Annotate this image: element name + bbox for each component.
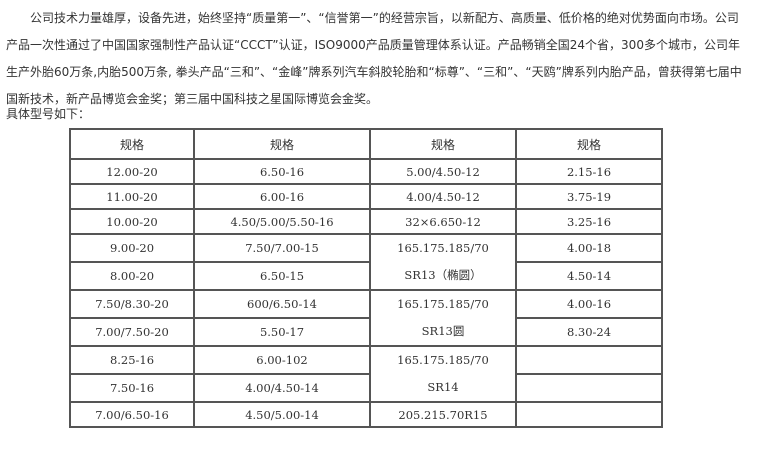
models-lead: 具体型号如下： bbox=[6, 107, 91, 121]
table-cell: 6.50-15 bbox=[193, 261, 371, 291]
column-header: 规格 bbox=[369, 128, 517, 160]
table-cell: 7.00/6.50-16 bbox=[69, 401, 195, 428]
table-cell bbox=[515, 401, 663, 428]
table-cell: 12.00-20 bbox=[69, 158, 195, 185]
table-cell: 6.00-102 bbox=[193, 345, 371, 375]
cell-line: SR14 bbox=[427, 380, 459, 394]
table-cell: 6.00-16 bbox=[193, 183, 371, 210]
table-row: 12.00-20 6.50-16 5.00/4.50-12 2.15-16 bbox=[69, 158, 663, 185]
table-cell: 7.50/8.30-20 bbox=[69, 289, 195, 319]
table-row: 11.00-20 6.00-16 4.00/4.50-12 3.75-19 bbox=[69, 183, 663, 210]
table-cell bbox=[515, 345, 663, 375]
column-header: 规格 bbox=[193, 128, 371, 160]
merged-cell: 165.175.185/70 SR14 bbox=[369, 345, 517, 403]
cell-line: 165.175.185/70 bbox=[397, 241, 489, 255]
table-cell: 8.30-24 bbox=[515, 317, 663, 347]
cell-line: SR13（椭圆） bbox=[404, 268, 482, 282]
table-cell: 4.50/5.00/5.50-16 bbox=[193, 208, 371, 235]
table-cell: 4.00-16 bbox=[515, 289, 663, 319]
column-header: 规格 bbox=[69, 128, 195, 160]
table-cell: 11.00-20 bbox=[69, 183, 195, 210]
table-cell: 3.75-19 bbox=[515, 183, 663, 210]
table-cell: 2.15-16 bbox=[515, 158, 663, 185]
cell-line: SR13圆 bbox=[421, 324, 465, 338]
table-cell: 6.50-16 bbox=[193, 158, 371, 185]
merged-cell: 165.175.185/70 SR13（椭圆） bbox=[369, 233, 517, 291]
table-cell: 7.50/7.00-15 bbox=[193, 233, 371, 263]
table-cell: 4.00/4.50-14 bbox=[193, 373, 371, 403]
column-header: 规格 bbox=[515, 128, 663, 160]
table-cell: 32×6.650-12 bbox=[369, 208, 517, 235]
table-cell: 4.00-18 bbox=[515, 233, 663, 263]
table-cell: 10.00-20 bbox=[69, 208, 195, 235]
table-row: 7.00/7.50-20 5.50-17 8.30-24 bbox=[69, 317, 663, 347]
table-row: 7.50/8.30-20 600/6.50-14 165.175.185/70 SR1… bbox=[69, 289, 663, 347]
header-row: 规格 规格 规格 规格 bbox=[69, 128, 663, 160]
table-cell: 3.25-16 bbox=[515, 208, 663, 235]
table-row: 10.00-20 4.50/5.00/5.50-16 32×6.650-12 3.25… bbox=[69, 208, 663, 235]
spec-table: 规格 规格 规格 规格 12.00-20 6.50-16 5.00/4.50-12 2.15-… bbox=[69, 128, 663, 428]
company-intro: 公司技术力量雄厚，设备先进，始终坚持“质量第一”、“信誉第一”的经营宗旨，以新配… bbox=[6, 11, 742, 106]
table-cell: 8.25-16 bbox=[69, 345, 195, 375]
table-cell: 5.00/4.50-12 bbox=[369, 158, 517, 185]
cell-line: 165.175.185/70 bbox=[397, 297, 489, 311]
table-cell: 7.50-16 bbox=[69, 373, 195, 403]
table-cell: 7.00/7.50-20 bbox=[69, 317, 195, 347]
table-cell: 8.00-20 bbox=[69, 261, 195, 291]
table-cell: 4.50/5.00-14 bbox=[193, 401, 371, 428]
table-row: 9.00-20 7.50/7.00-15 165.175.185/70 SR13（椭圆… bbox=[69, 233, 663, 291]
table-cell: 4.00/4.50-12 bbox=[369, 183, 517, 210]
table-row: 8.00-20 6.50-15 4.50-14 bbox=[69, 261, 663, 291]
table-cell: 600/6.50-14 bbox=[193, 289, 371, 319]
table-cell bbox=[515, 373, 663, 403]
merged-cell: 165.175.185/70 SR13圆 bbox=[369, 289, 517, 347]
cell-line: 165.175.185/70 bbox=[397, 353, 489, 367]
table-row: 8.25-16 6.00-102 165.175.185/70 SR14 bbox=[69, 345, 663, 403]
table-cell: 9.00-20 bbox=[69, 233, 195, 263]
table-row: 7.50-16 4.00/4.50-14 bbox=[69, 373, 663, 403]
table-cell: 4.50-14 bbox=[515, 261, 663, 291]
table-cell: 205.215.70R15 bbox=[369, 401, 517, 428]
table-row: 7.00/6.50-16 4.50/5.00-14 205.215.70R15 bbox=[69, 401, 663, 428]
table-cell: 5.50-17 bbox=[193, 317, 371, 347]
